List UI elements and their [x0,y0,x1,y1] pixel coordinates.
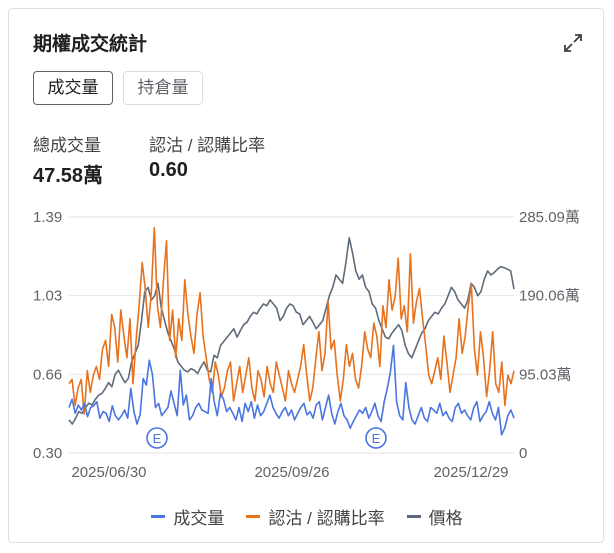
event-marker: E [146,427,168,449]
expand-icon[interactable] [561,31,585,55]
legend-price-label: 價格 [428,509,463,528]
event-marker: E [365,427,387,449]
right-axis-tick: 285.09萬 [519,209,580,226]
series-line-0 [68,344,515,436]
left-axis-tick: 1.39 [33,209,62,226]
x-axis-tick: 2025/06/30 [71,464,146,481]
x-axis-ticks: 2025/06/30 2025/09/26 2025/12/29 [71,464,508,481]
left-axis-ticks: 1.39 1.03 0.66 0.30 [33,209,62,462]
right-axis-ticks: 285.09萬 190.06萬 95.03萬 0 [519,209,580,462]
series-line-1 [68,227,515,415]
card-title: 期權成交統計 [33,34,148,55]
legend-volume[interactable]: 成交量 [151,504,224,529]
tab-open-interest[interactable]: 持倉量 [123,71,203,105]
legend-price[interactable]: 價格 [406,504,463,529]
legend-price-swatch [406,515,421,518]
option-volume-chart: 1.39 1.03 0.66 0.30 285.09萬 190.06萬 95.03萬 0 2… [33,209,580,481]
legend-ratio-label: 認沽 / 認購比率 [268,509,385,528]
right-axis-tick: 190.06萬 [519,288,580,305]
event-marker-circle [365,427,387,449]
legend-ratio-swatch [246,515,261,518]
x-axis-tick: 2025/09/26 [254,464,329,481]
left-axis-tick: 1.03 [33,288,62,305]
ratio-value: 0.60 [149,159,188,181]
total-volume-value: 47.58萬 [33,165,104,187]
event-marker-label: E [372,431,381,446]
right-axis-tick: 0 [519,445,527,462]
tab-volume[interactable]: 成交量 [33,71,113,105]
option-volume-card: 期權成交統計 成交量 持倉量 總成交量 47.58萬 認沽 / 認購比率 0.6… [8,8,604,543]
chart-legend: 成交量 認沽 / 認購比率 價格 [9,504,605,529]
series-lines [68,227,515,436]
series-line-2 [68,237,515,425]
ratio-label: 認沽 / 認購比率 [149,136,266,155]
left-axis-tick: 0.30 [33,445,62,462]
legend-volume-swatch [151,515,166,518]
right-axis-tick: 95.03萬 [519,366,572,383]
event-marker-label: E [153,431,162,446]
left-axis-tick: 0.66 [33,366,62,383]
legend-ratio[interactable]: 認沽 / 認購比率 [246,504,385,529]
event-marker-circle [146,427,168,449]
legend-volume-label: 成交量 [173,509,225,528]
total-volume-label: 總成交量 [33,136,101,155]
x-axis-tick: 2025/12/29 [433,464,508,481]
